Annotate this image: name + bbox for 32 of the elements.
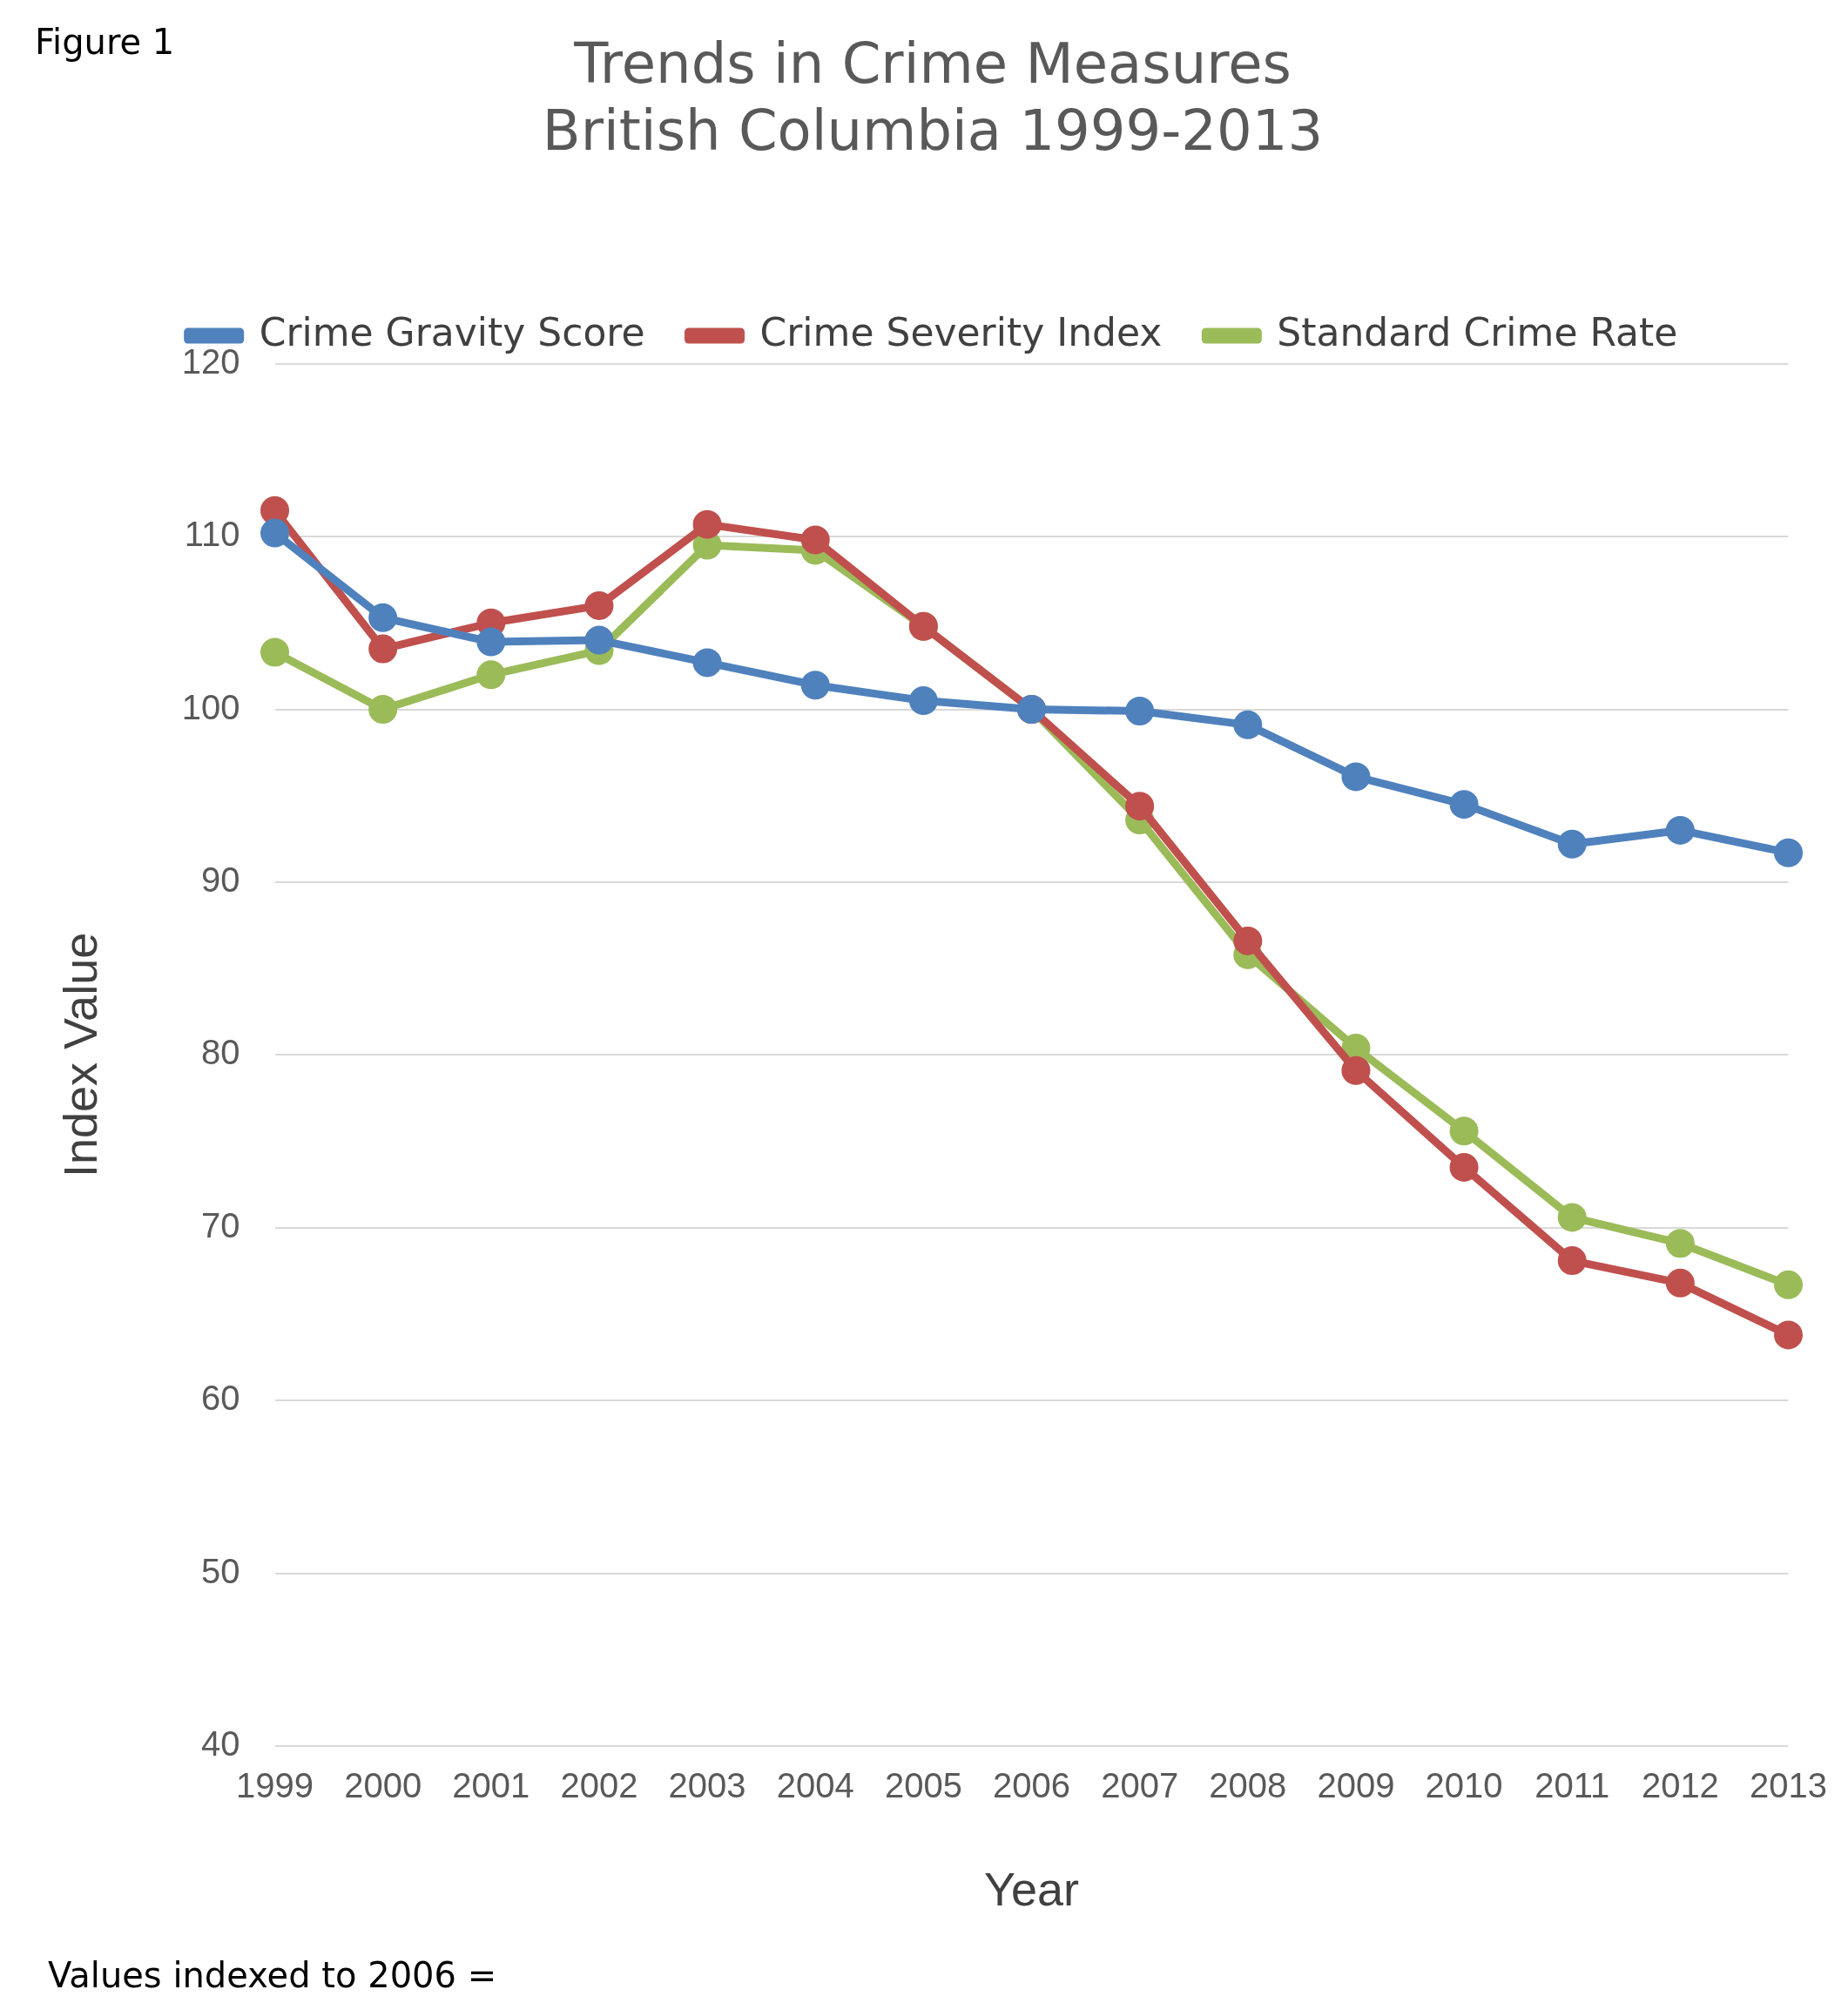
x-axis-title: Year [983, 1863, 1080, 1916]
y-tick-label: 50 [201, 1551, 240, 1590]
x-tick-label: 2002 [560, 1766, 638, 1805]
x-tick-label: 2012 [1641, 1766, 1719, 1805]
y-axis-title: Index Value [54, 932, 107, 1178]
y-tick-label: 40 [201, 1724, 240, 1764]
x-tick-label: 1999 [236, 1766, 314, 1805]
x-tick-label: 2001 [452, 1766, 530, 1805]
chart-title: Trends in Crime Measures British Columbia 1999-2013 [542, 31, 1324, 163]
x-tick-label: 2008 [1209, 1766, 1287, 1805]
x-tick-label: 2005 [884, 1766, 962, 1805]
legend-label: Standard Crime Rate [1277, 310, 1678, 355]
x-tick-label: 2004 [776, 1766, 854, 1805]
y-tick-label: 70 [201, 1205, 240, 1244]
x-tick-label: 2011 [1534, 1766, 1610, 1805]
x-tick-label: 2003 [668, 1766, 746, 1805]
x-tick-label: 2006 [993, 1766, 1071, 1805]
text: Values indexed to 2006 = [48, 1955, 497, 1995]
y-tick-label: 60 [201, 1379, 240, 1418]
y-tick-label: 80 [201, 1033, 240, 1072]
y-tick-label: 120 [181, 341, 240, 381]
x-tick-label: 2009 [1317, 1766, 1395, 1805]
x-tick-label: 2010 [1425, 1766, 1503, 1805]
x-tick-label: 2000 [344, 1766, 422, 1805]
y-tick-label: 90 [201, 860, 240, 899]
legend-label: Crime Gravity Score [259, 310, 645, 355]
x-tick-label: 2007 [1101, 1766, 1179, 1805]
y-tick-label: 110 [184, 515, 240, 554]
caption: Figure 1 [35, 22, 175, 62]
x-tick-label: 2013 [1750, 1766, 1827, 1805]
legend-label: Crime Severity Index [759, 310, 1163, 355]
y-tick-label: 100 [181, 687, 240, 726]
